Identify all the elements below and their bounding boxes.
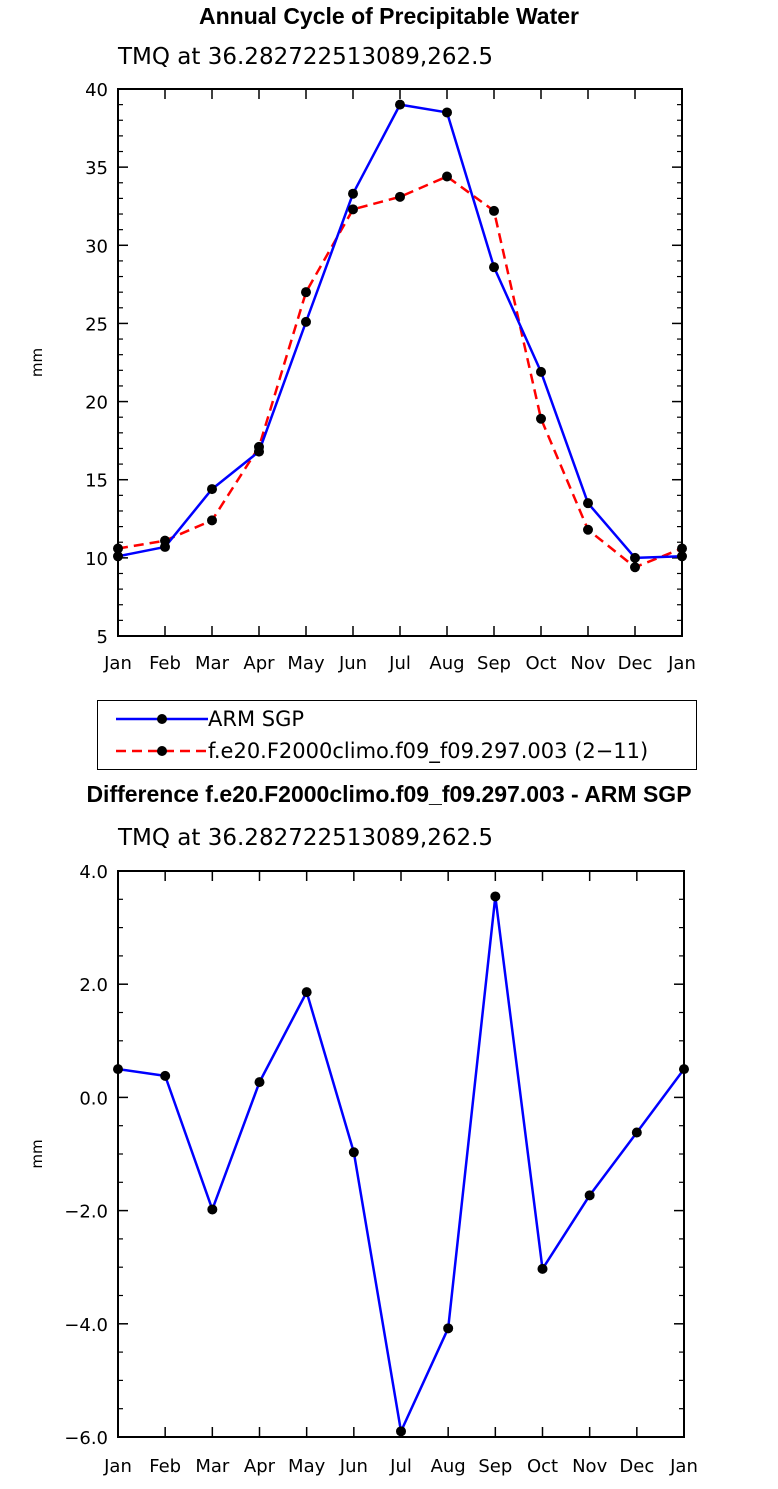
chart1-series-0-point — [677, 551, 687, 562]
chart2-title: Difference f.e20.F2000climo.f09_f09.297.… — [86, 781, 692, 807]
chart1-ytick-label: 20 — [85, 393, 108, 414]
chart1-series-1-point — [254, 441, 264, 452]
chart1-xtick-label: May — [287, 653, 325, 674]
chart1-series-0-point — [348, 188, 358, 199]
chart2-xtick-label: Jul — [389, 1456, 412, 1477]
chart1-xtick-label: Jan — [667, 653, 696, 674]
chart2-xtick-label: Apr — [244, 1456, 276, 1477]
chart2-series-0-point — [584, 1190, 595, 1201]
chart1-xtick-label: Aug — [429, 653, 464, 674]
chart2-ylabel: mm — [28, 1139, 46, 1168]
chart1-legend: ARM SGP f.e20.F2000climo.f09_f09.297.003… — [97, 700, 697, 770]
legend-label-arm-sgp: ARM SGP — [208, 707, 305, 731]
chart1-xtick-label: Dec — [618, 653, 653, 674]
chart2-series-0-point — [301, 987, 312, 998]
chart1-series-1-point — [583, 524, 593, 535]
chart1-ytick-label: 15 — [85, 471, 108, 492]
chart1-plot: Jan Feb Mar Apr May Jun Jul Aug Sep Oct Nov Dec Jan 5… — [28, 80, 696, 674]
chart2-xtick-label: Jan — [103, 1456, 132, 1477]
chart2-xtick-label: Sep — [478, 1456, 512, 1477]
chart2-series-0-point — [490, 891, 501, 902]
chart2-xtick-label: Oct — [527, 1456, 558, 1477]
chart1-xtick-label: Feb — [149, 653, 181, 674]
chart2-xtick-label: Aug — [431, 1456, 466, 1477]
chart1-series-1-point — [536, 413, 546, 424]
chart1-ytick-label: 40 — [85, 80, 108, 101]
chart1-series-1-point — [160, 535, 170, 546]
chart1-series-1-point — [442, 171, 452, 182]
chart2-ytick-label: 0.0 — [79, 1088, 108, 1109]
chart2-series-0-point — [631, 1127, 642, 1138]
legend-item-arm-sgp: ARM SGP — [98, 704, 696, 734]
legend-item-model: f.e20.F2000climo.f09_f09.297.003 (2−11) — [98, 736, 696, 766]
legend-label-model: f.e20.F2000climo.f09_f09.297.003 (2−11) — [208, 739, 649, 763]
chart2-ytick-label: −6.0 — [64, 1428, 108, 1449]
chart2-series-0-point — [396, 1426, 406, 1437]
chart2-xtick-label: Jan — [669, 1456, 698, 1477]
chart1-ytick-label: 30 — [85, 236, 108, 257]
chart1-series-1-point — [207, 515, 217, 526]
chart1-xtick-label: Oct — [525, 653, 556, 674]
chart2-ytick-label: −4.0 — [64, 1315, 108, 1336]
chart2-series-0-point — [113, 1064, 123, 1075]
chart1-title: Annual Cycle of Precipitable Water — [198, 3, 580, 29]
chart1-series-0-point — [536, 366, 546, 377]
chart2-series-0-point — [348, 1147, 359, 1158]
chart2-xtick-label: Nov — [572, 1456, 607, 1477]
chart2-ytick-label: 4.0 — [79, 862, 108, 883]
chart2-xtick-label: May — [288, 1456, 326, 1477]
chart1-ytick-label: 5 — [97, 627, 108, 648]
chart2-series-0-point — [537, 1263, 548, 1274]
chart1-ytick-label: 25 — [85, 314, 108, 335]
chart2-xtick-label: Feb — [149, 1456, 181, 1477]
chart1-ylabel: mm — [28, 348, 46, 377]
chart2-series-0-point — [443, 1323, 454, 1334]
chart1-series-1-point — [395, 191, 405, 202]
chart2-ytick-label: 2.0 — [79, 975, 108, 996]
chart1-xtick-label: Mar — [195, 653, 230, 674]
chart2-series-0-line — [117, 895, 686, 1433]
chart2-frame — [117, 870, 685, 1438]
chart1-xtick-label: Apr — [243, 653, 275, 674]
chart2-xtick-label: Dec — [619, 1456, 654, 1477]
chart1-series-0-point — [113, 551, 123, 562]
chart1-series-1-point — [348, 204, 358, 215]
chart1-series-0-point — [207, 484, 217, 495]
chart1-series-0-point — [395, 99, 405, 110]
chart1-subtitle: TMQ at 36.282722513089,262.5 — [118, 44, 494, 70]
chart1-series-1-point — [301, 287, 311, 298]
chart1-xtick-label: Jul — [388, 653, 411, 674]
chart2-series-0-point — [207, 1204, 218, 1215]
chart2-subtitle: TMQ at 36.282722513089,262.5 — [118, 825, 494, 851]
chart1-ytick-label: 10 — [85, 549, 108, 570]
chart2-series-0-point — [679, 1064, 689, 1075]
chart2-series-0-point — [160, 1070, 171, 1081]
chart1-series-1-point — [113, 543, 123, 554]
chart2-ytick-label: −2.0 — [64, 1202, 108, 1223]
chart2-xtick-label: Mar — [195, 1456, 230, 1477]
chart2-series-0-point — [254, 1077, 265, 1088]
chart1-ytick-label: 35 — [85, 158, 108, 179]
chart1-xtick-label: Sep — [477, 653, 511, 674]
chart2-xtick-label: Jun — [339, 1456, 368, 1477]
chart1-series-1-point — [630, 562, 640, 573]
chart1-xtick-label: Jan — [103, 653, 132, 674]
chart1-series-0-point — [583, 498, 593, 509]
chart1-xtick-label: Jun — [338, 653, 367, 674]
chart1-series-1-point — [489, 205, 499, 216]
chart1-series-0-point — [301, 316, 311, 327]
chart1-xtick-label: Nov — [570, 653, 605, 674]
chart1-series-0-point — [442, 107, 452, 118]
chart1-series-0-point — [630, 552, 640, 563]
chart1-series-0-point — [489, 262, 499, 273]
chart1-series-1-point — [677, 543, 687, 554]
